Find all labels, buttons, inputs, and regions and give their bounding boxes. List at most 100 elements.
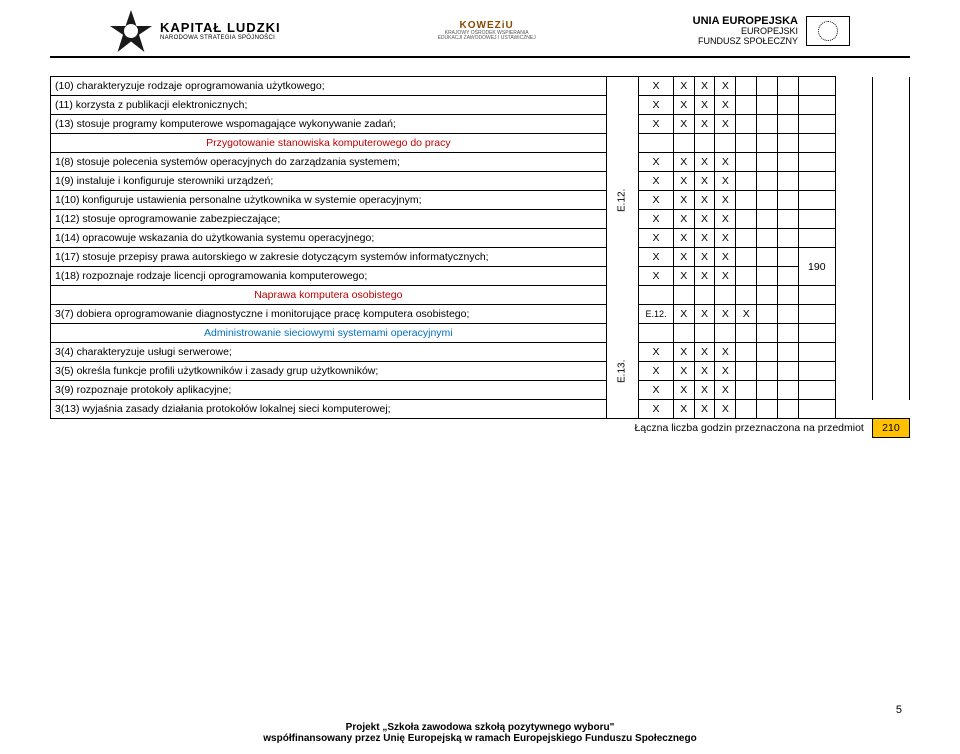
eu-flag-icon [806,16,850,46]
section-row: Naprawa komputera osobistego [51,286,910,305]
x-cell: X [673,153,694,172]
x-cell: X [673,381,694,400]
x-cell: X [694,172,715,191]
x-cell: X [694,229,715,248]
x-cell: X [715,77,736,96]
table-row: 1(10) konfiguruje ustawienia personalne … [51,191,910,210]
x-cell: X [715,153,736,172]
x-cell: X [715,343,736,362]
logo-koweziu: KOWEZiU KRAJOWY OŚRODEK WSPIERANIA EDUKA… [438,21,536,41]
x-cell: X [673,343,694,362]
x-cell: X [673,362,694,381]
x-cell: X [694,77,715,96]
x-cell: X [673,248,694,267]
x-cell: X [673,172,694,191]
x-cell: X [639,210,674,229]
x-cell: X [673,115,694,134]
row-desc: 3(5) określa funkcje profili użytkownikó… [51,362,607,381]
table-row: 1(14) opracowuje wskazania do użytkowani… [51,229,910,248]
x-cell: X [639,343,674,362]
x-cell: X [715,362,736,381]
table-row: 1(12) stosuje oprogramowanie zabezpiecza… [51,210,910,229]
x-cell: X [715,248,736,267]
table-row: 1(18) rozpoznaje rodzaje licencji oprogr… [51,267,910,286]
x-cell: X [673,267,694,286]
x-cell: X [694,343,715,362]
table-row: 3(7) dobiera oprogramowanie diagnostyczn… [51,305,910,324]
x-cell: X [694,96,715,115]
x-cell: X [715,210,736,229]
page-footer: Projekt „Szkoła zawodowa szkołą pozytywn… [0,722,960,744]
table-row: 1(9) instaluje i konfiguruje sterowniki … [51,172,910,191]
x-cell: X [736,305,757,324]
x-cell: X [694,153,715,172]
logo-left-title: KAPITAŁ LUDZKI [160,21,281,35]
table-row: 1(8) stosuje polecenia systemów operacyj… [51,153,910,172]
x-cell: X [715,96,736,115]
page-header: KAPITAŁ LUDZKI NARODOWA STRATEGIA SPÓJNO… [50,0,910,58]
x-cell: X [715,400,736,419]
table-row: 3(9) rozpoznaje protokoły aplikacyjne; X… [51,381,910,400]
x-cell: X [673,305,694,324]
row-desc: (13) stosuje programy komputerowe wspoma… [51,115,607,134]
x-cell: X [694,191,715,210]
table-row: (11) korzysta z publikacji elektroniczny… [51,96,910,115]
x-cell: X [715,229,736,248]
x-cell: X [694,381,715,400]
section-title: Przygotowanie stanowiska komputerowego d… [51,134,607,153]
x-cell: X [694,267,715,286]
vcol-e12: E.12. [606,134,638,267]
logo-kapital-ludzki: KAPITAŁ LUDZKI NARODOWA STRATEGIA SPÓJNO… [110,10,281,52]
summary-row: Łączna liczba godzin przeznaczona na prz… [51,419,910,438]
x-cell: X [639,381,674,400]
row-desc: 3(9) rozpoznaje protokoły aplikacyjne; [51,381,607,400]
row-desc: 1(18) rozpoznaje rodzaje licencji oprogr… [51,267,607,286]
x-cell: X [715,381,736,400]
footer-line2: współfinansowany przez Unię Europejską w… [0,733,960,744]
x-cell: X [715,305,736,324]
x-cell: X [639,96,674,115]
x-cell: X [673,96,694,115]
section-title: Naprawa komputera osobistego [51,286,607,305]
x-cell: X [673,400,694,419]
empty-cell [798,77,835,96]
table-row: (10) charakteryzuje rodzaje oprogramowan… [51,77,910,96]
x-cell: X [673,229,694,248]
x-cell: X [694,248,715,267]
x-cell: X [639,400,674,419]
logo-right-line3: FUNDUSZ SPOŁECZNY [698,37,798,47]
logo-eu: UNIA EUROPEJSKA EUROPEJSKI FUNDUSZ SPOŁE… [693,15,850,47]
summary-label: Łączna liczba godzin przeznaczona na prz… [51,419,873,438]
vcol-e13: E.13. [606,324,638,419]
logo-left-subtitle: NARODOWA STRATEGIA SPÓJNOŚCI [160,35,281,42]
empty-cell [777,77,798,96]
side-empty [872,77,909,400]
x-cell: X [673,191,694,210]
x-cell: X [639,229,674,248]
empty-cell [736,77,757,96]
row-desc: 1(9) instaluje i konfiguruje sterowniki … [51,172,607,191]
x-cell: X [639,77,674,96]
row-desc: 3(4) charakteryzuje usługi serwerowe; [51,343,607,362]
content-area: (10) charakteryzuje rodzaje oprogramowan… [0,58,960,438]
row-desc: 1(8) stosuje polecenia systemów operacyj… [51,153,607,172]
table-row: 3(13) wyjaśnia zasady działania protokoł… [51,400,910,419]
empty-cell [757,77,778,96]
x-cell: X [639,153,674,172]
logo-center-line2: EDUKACJI ZAWODOWEJ I USTAWICZNEJ [438,36,536,41]
x-cell: X [694,115,715,134]
row-desc: 1(14) opracowuje wskazania do użytkowani… [51,229,607,248]
row-desc: (10) charakteryzuje rodzaje oprogramowan… [51,77,607,96]
footer-line1: Projekt „Szkoła zawodowa szkołą pozytywn… [0,722,960,733]
e12-inline: E.12. [639,305,674,324]
section-title-blue: Administrowanie sieciowymi systemami ope… [51,324,607,343]
hours-190: 190 [798,248,835,286]
x-cell: X [639,362,674,381]
row-desc: 1(10) konfiguruje ustawienia personalne … [51,191,607,210]
star-icon [110,10,152,52]
vcol-empty [606,77,638,134]
x-cell: X [715,115,736,134]
x-cell: X [639,115,674,134]
row-desc: 3(13) wyjaśnia zasady działania protokoł… [51,400,607,419]
x-cell: X [715,191,736,210]
